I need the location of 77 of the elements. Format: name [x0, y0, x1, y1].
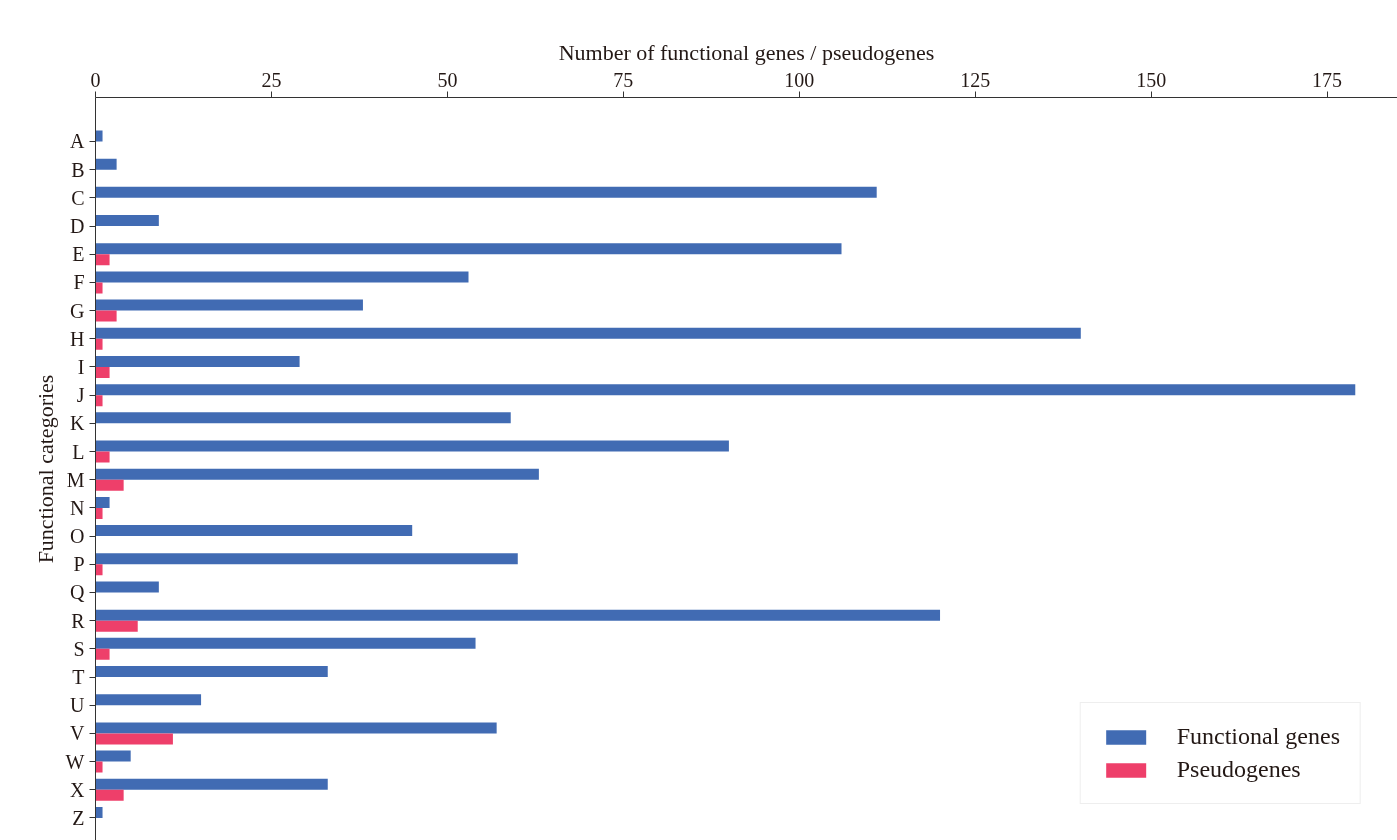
bar — [95, 750, 131, 762]
bar — [95, 468, 539, 480]
y-tick-label: O — [70, 525, 85, 548]
y-tick-label: S — [73, 637, 85, 660]
x-tick-label: 50 — [437, 68, 458, 91]
bar — [95, 694, 202, 706]
bar — [95, 215, 159, 227]
x-tick-label: 125 — [960, 68, 991, 91]
y-tick-label: C — [71, 186, 85, 209]
bar — [95, 355, 300, 367]
bar — [95, 789, 124, 801]
y-tick-label: W — [65, 750, 85, 773]
y-tick-label: K — [70, 412, 86, 435]
y-tick-label: I — [77, 355, 85, 378]
x-tick-label: 175 — [1312, 68, 1343, 91]
y-tick-label: U — [70, 694, 86, 717]
bar — [95, 243, 842, 255]
x-axis-title: Number of functional genes / pseudogenes — [558, 39, 935, 65]
bar — [95, 310, 117, 322]
y-tick-label: R — [71, 609, 86, 632]
bar — [95, 620, 138, 632]
y-tick-label: J — [76, 384, 85, 407]
y-tick-label: L — [72, 440, 85, 463]
bar — [95, 666, 328, 678]
y-axis-title: Functional categories — [32, 374, 58, 564]
bar — [95, 637, 476, 649]
y-tick-label: A — [70, 130, 86, 153]
bar — [95, 806, 103, 818]
bar — [95, 254, 110, 266]
bar — [95, 130, 103, 142]
y-tick-label: Q — [70, 581, 86, 604]
y-tick-label: B — [71, 158, 85, 181]
y-tick-label: T — [72, 666, 85, 689]
bar — [95, 581, 159, 593]
bar — [95, 158, 117, 170]
y-tick-label: V — [70, 722, 86, 745]
bar — [95, 733, 173, 745]
y-tick-label: N — [70, 496, 85, 519]
y-tick-label: X — [70, 778, 86, 801]
bar — [95, 299, 363, 311]
bar — [95, 395, 103, 407]
bar — [95, 648, 110, 660]
bar — [95, 412, 511, 424]
y-tick-label: D — [70, 215, 85, 238]
bar — [95, 496, 110, 508]
bar — [95, 778, 328, 790]
bar — [95, 384, 1356, 396]
x-tick-label: 100 — [784, 68, 815, 91]
bar — [95, 507, 103, 519]
x-tick-label: 0 — [90, 68, 101, 91]
legend-label: Functional genes — [1176, 723, 1340, 750]
bar — [95, 271, 469, 283]
y-tick-label: G — [70, 299, 85, 322]
bar — [95, 722, 497, 734]
bar — [95, 564, 103, 576]
bar — [95, 609, 941, 621]
bar — [95, 282, 103, 294]
bar — [95, 186, 877, 198]
bar — [95, 525, 413, 537]
y-tick-label: H — [70, 327, 85, 350]
y-tick-label: P — [73, 553, 85, 576]
bar — [95, 479, 124, 491]
x-tick-label: 150 — [1136, 68, 1167, 91]
bar — [95, 553, 518, 565]
bar — [95, 451, 110, 463]
legend-label: Pseudogenes — [1176, 756, 1301, 783]
bar — [95, 440, 729, 452]
x-tick-label: 25 — [261, 68, 282, 91]
bar — [95, 761, 103, 773]
bar — [95, 327, 1081, 339]
y-tick-label: F — [73, 271, 85, 294]
y-tick-label: M — [66, 468, 85, 491]
x-tick-label: 75 — [613, 68, 634, 91]
bar — [95, 338, 103, 350]
y-tick-label: E — [72, 243, 85, 266]
bar — [95, 366, 110, 378]
y-tick-label: Z — [72, 806, 85, 829]
